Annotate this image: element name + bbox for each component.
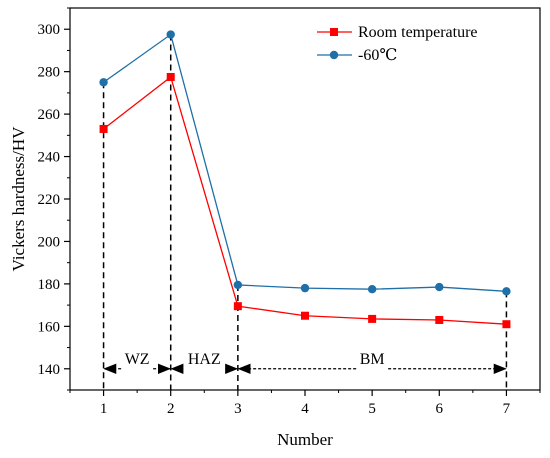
y-tick-label: 240 (38, 150, 61, 166)
data-point (435, 282, 444, 292)
data-point (502, 320, 511, 329)
x-tick-label: 1 (100, 401, 108, 417)
legend: Room temperature -60℃ (317, 24, 478, 64)
data-point (435, 315, 444, 324)
data-point (99, 78, 108, 87)
data-point (368, 314, 377, 323)
data-point (233, 302, 242, 311)
x-tick-label: 4 (301, 401, 309, 417)
region-label: WZ (125, 351, 150, 368)
y-tick-label: 300 (38, 22, 61, 38)
y-tick-label: 140 (38, 362, 61, 378)
data-point (233, 280, 243, 290)
data-point (301, 311, 309, 320)
series-line (103, 33, 507, 292)
legend-label: -60℃ (358, 47, 397, 64)
x-tick-label: 2 (167, 401, 175, 417)
x-axis-title: Number (277, 430, 333, 449)
y-tick-label: 180 (38, 277, 61, 293)
x-tick-label: 6 (436, 401, 444, 417)
region-label: HAZ (188, 351, 221, 368)
data-point (99, 124, 108, 133)
y-tick-label: 280 (38, 65, 61, 81)
y-tick-label: 260 (38, 107, 61, 123)
y-axis-title: Vickers hardness/HV (9, 126, 28, 272)
y-tick-label: 160 (38, 319, 61, 335)
y-tick-label: 200 (38, 234, 61, 250)
data-point (166, 30, 175, 39)
data-point (367, 284, 377, 294)
data-point (166, 72, 175, 81)
data-point (502, 287, 511, 296)
x-tick-label: 7 (503, 401, 511, 417)
y-tick-label: 220 (38, 192, 61, 208)
legend-label: Room temperature (358, 24, 478, 41)
plot-area: 140 160 180 200 220 240 260 280 300 1 2 3 4 5 6 7 WZ HAZ B… (38, 7, 541, 417)
data-point (300, 283, 310, 293)
region-label: BM (360, 351, 385, 368)
plot-frame (69, 7, 541, 391)
x-tick-label: 5 (368, 401, 376, 417)
x-tick-label: 3 (234, 401, 242, 417)
legend-marker (330, 28, 338, 36)
legend-marker (329, 50, 339, 60)
